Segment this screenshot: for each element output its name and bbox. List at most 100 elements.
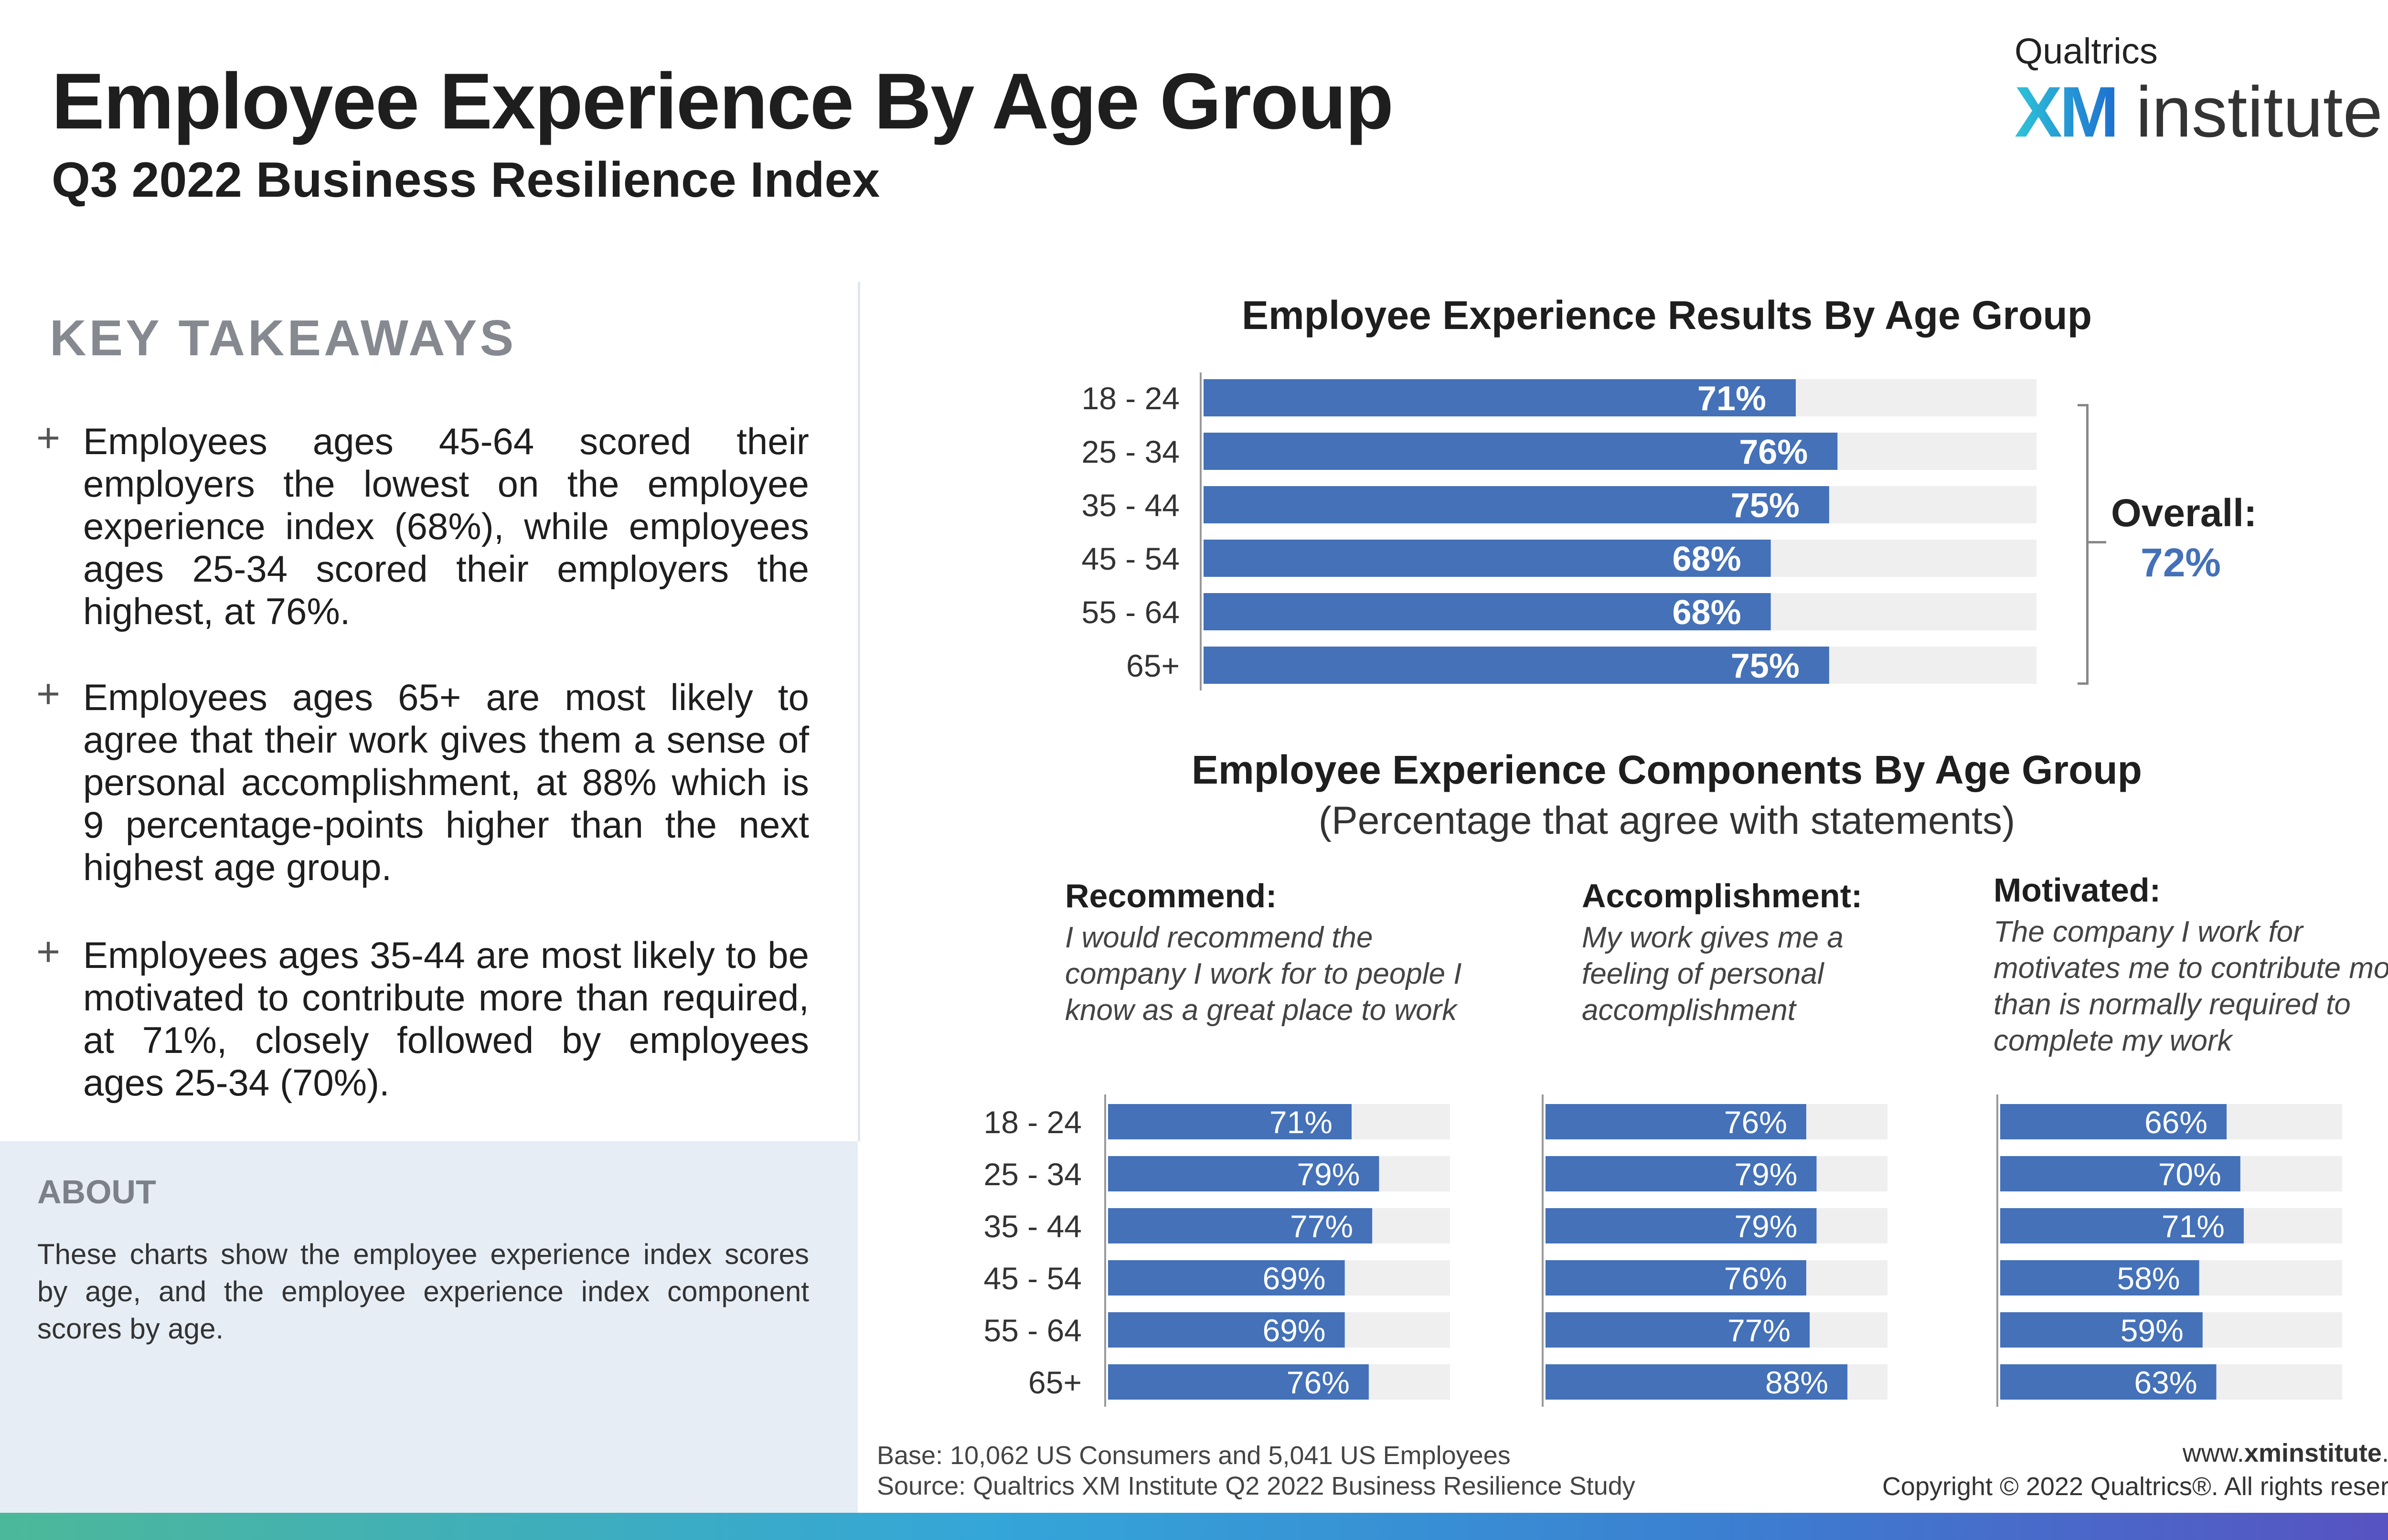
chart2-bar <box>1546 1104 1806 1139</box>
chart2-data-label: 76% <box>1724 1261 1787 1296</box>
page-title: Employee Experience By Age Group <box>52 57 1394 146</box>
chart2-bar <box>1108 1364 1369 1400</box>
chart1-tick-label: 55 - 64 <box>1082 595 1180 630</box>
footer-website[interactable]: www.xminstitute.com <box>1719 1436 2388 1470</box>
chart2-data-label: 71% <box>2162 1209 2225 1244</box>
footer-notes: Base: 10,062 US Consumers and 5,041 US E… <box>877 1440 1635 1501</box>
takeaway-item: Employees ages 35-44 are most likely to … <box>83 934 809 1104</box>
takeaway-item: Employees ages 45-64 scored their employ… <box>83 420 809 632</box>
chart2-bar <box>1108 1312 1345 1348</box>
chart1-tick-label: 65+ <box>1126 648 1180 683</box>
component-desc-motivated: The company I work for motivates me to c… <box>1994 915 2388 1057</box>
chart2-bar <box>1546 1312 1810 1348</box>
chart2-data-label: 77% <box>1727 1313 1791 1348</box>
logo-brand-text: Qualtrics <box>2015 31 2158 72</box>
takeaway-item: Employees ages 65+ are most likely to ag… <box>83 676 809 888</box>
chart2-bar <box>1546 1260 1806 1296</box>
footer-site-prefix: www. <box>2182 1439 2244 1467</box>
about-panel <box>0 1141 858 1514</box>
chart1-bar <box>1204 593 1771 630</box>
logo-xm-text: XM <box>2015 71 2119 153</box>
chart1-data-label: 75% <box>1731 487 1800 525</box>
component-heading-motivated: Motivated: <box>1994 871 2161 909</box>
chart1-bar <box>1204 647 1829 684</box>
footer-site-suffix: .com <box>2382 1439 2388 1467</box>
chart2-data-label: 79% <box>1297 1157 1360 1192</box>
footer-credits: www.xminstitute.com Copyright © 2022 Qua… <box>1719 1436 2388 1503</box>
chart2-data-label: 79% <box>1734 1209 1797 1244</box>
chart2-data-label: 66% <box>2144 1105 2207 1140</box>
component-desc-recommend: I would recommend the company I work for… <box>1065 921 1462 1027</box>
chart2-bar <box>2000 1208 2244 1243</box>
chart2-data-label: 69% <box>1263 1313 1326 1348</box>
chart1-bar <box>1204 486 1829 523</box>
chart1-title: Employee Experience Results By Age Group <box>1241 293 2092 338</box>
chart2-data-label: 63% <box>2134 1365 2197 1400</box>
chart2-bar <box>2000 1364 2217 1400</box>
chart1-tick-label: 45 - 54 <box>1082 541 1180 576</box>
plus-icon: + <box>36 929 61 975</box>
footer-source: Source: Qualtrics XM Institute Q2 2022 B… <box>877 1472 1635 1500</box>
chart1-data-label: 76% <box>1739 433 1808 471</box>
chart2-data-label: 76% <box>1724 1105 1787 1140</box>
results-bar-chart: 18 - 24 71% 25 - 34 76% 35 - 44 75% 45 - 54 68%… <box>1082 372 2036 690</box>
chart2-bar <box>1546 1156 1817 1191</box>
overall-bracket <box>2078 404 2089 685</box>
chart2-data-label: 71% <box>1269 1105 1333 1140</box>
bottom-gradient-bar <box>0 1513 2388 1540</box>
chart2-bar <box>1546 1208 1817 1243</box>
chart2-tick-label: 35 - 44 <box>984 1209 1082 1244</box>
footer-base: Base: 10,062 US Consumers and 5,041 US E… <box>877 1441 1511 1470</box>
plus-icon: + <box>36 671 61 717</box>
chart2-data-label: 70% <box>2158 1157 2221 1192</box>
chart2-data-label: 88% <box>1765 1365 1828 1400</box>
footer-copyright: Copyright © 2022 Qualtrics®. All rights … <box>1882 1472 2388 1501</box>
chart2-data-label: 69% <box>1263 1261 1326 1296</box>
chart2-tick-label: 18 - 24 <box>984 1105 1082 1140</box>
components-bar-chart: 18 - 24 25 - 34 35 - 44 45 - 54 55 - 64 65+ 71… <box>984 1094 2342 1407</box>
column-divider <box>858 282 860 1141</box>
chart1-data-label: 68% <box>1672 540 1741 578</box>
chart1-tick-label: 25 - 34 <box>1082 434 1180 469</box>
chart2-data-label: 77% <box>1290 1209 1353 1244</box>
chart2-bar <box>1108 1208 1373 1243</box>
chart2-tick-label: 55 - 64 <box>984 1313 1082 1348</box>
about-text: These charts show the employee experienc… <box>37 1238 809 1345</box>
chart1-data-label: 75% <box>1731 647 1800 685</box>
chart2-tick-label: 25 - 34 <box>984 1157 1082 1192</box>
chart1-data-label: 68% <box>1672 594 1741 632</box>
chart1-bar <box>1204 379 1796 416</box>
chart2-data-label: 58% <box>2117 1261 2180 1296</box>
chart2-subtitle: (Percentage that agree with statements) <box>1318 799 2015 842</box>
chart1-bar <box>1204 433 1838 470</box>
chart2-bar <box>2000 1156 2240 1191</box>
chart2-data-label: 79% <box>1734 1157 1797 1192</box>
chart2-bar <box>1108 1104 1352 1139</box>
chart1-data-label: 71% <box>1697 380 1766 418</box>
component-desc-accomplishment: My work gives me a feeling of personal a… <box>1582 921 1844 1027</box>
chart1-bar <box>1204 540 1771 577</box>
chart1-tick-label: 18 - 24 <box>1082 381 1180 416</box>
footer-site-bold: xminstitute <box>2244 1439 2382 1467</box>
chart2-bar <box>2000 1104 2227 1139</box>
chart1-tick-label: 35 - 44 <box>1082 488 1180 523</box>
page-subtitle: Q3 2022 Business Resilience Index <box>52 152 880 208</box>
logo-institute-text: institute <box>2136 72 2383 152</box>
chart2-data-label: 76% <box>1287 1365 1350 1400</box>
chart2-title: Employee Experience Components By Age Gr… <box>1192 747 2142 792</box>
chart2-bar <box>1108 1156 1379 1191</box>
component-heading-recommend: Recommend: <box>1065 877 1277 914</box>
key-takeaways-heading: KEY TAKEAWAYS <box>50 310 517 366</box>
overall-bracket-tick <box>2087 541 2106 543</box>
overall-label: Overall: <box>2111 491 2257 535</box>
chart2-data-label: 59% <box>2121 1313 2184 1348</box>
chart2-tick-label: 45 - 54 <box>984 1261 1082 1296</box>
chart2-tick-label: 65+ <box>1028 1365 1082 1400</box>
plus-icon: + <box>36 415 61 461</box>
chart2-bar <box>2000 1260 2199 1296</box>
overall-value: 72% <box>2141 540 2221 585</box>
chart2-bar <box>1546 1364 1848 1400</box>
chart2-bar <box>1108 1260 1345 1296</box>
chart2-bar <box>2000 1312 2203 1348</box>
component-heading-accomplishment: Accomplishment: <box>1582 877 1863 914</box>
